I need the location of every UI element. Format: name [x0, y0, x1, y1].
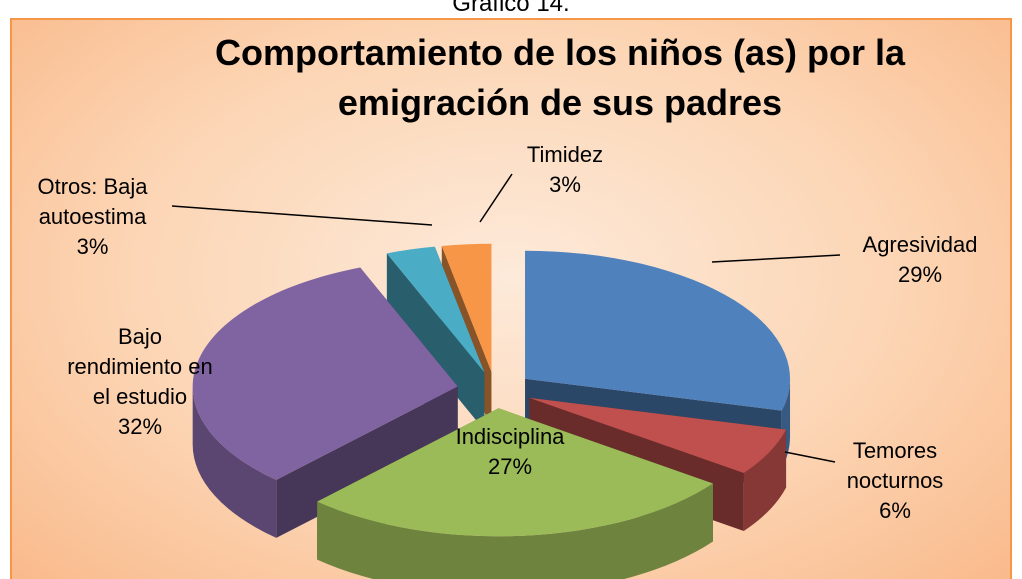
- value-label: 3%: [549, 172, 581, 197]
- value-label: 6%: [879, 498, 911, 523]
- slice: [529, 397, 787, 474]
- value-label: 27%: [487, 454, 533, 479]
- slice: [441, 243, 492, 372]
- data-label: Temores nocturnos 6%: [820, 436, 970, 526]
- leader-line: [711, 254, 841, 263]
- slice: [386, 246, 485, 373]
- data-label: Otros: Baja autoestima 3%: [10, 172, 175, 262]
- slice-wall: [743, 429, 787, 532]
- value-label: 3%: [76, 234, 109, 259]
- leader-line: [479, 173, 513, 223]
- slice: [192, 267, 458, 480]
- slice-side: [386, 253, 485, 431]
- chart-title: Comportamiento de los niños (as) por la …: [214, 32, 906, 123]
- leader-line: [171, 205, 433, 226]
- value-label: 29%: [897, 262, 943, 287]
- slice: [317, 408, 713, 537]
- category-label: Otros: Baja autoestima: [37, 174, 148, 229]
- category-label: Timidez: [526, 142, 604, 167]
- caption: Gráfico 14.: [452, 0, 570, 17]
- slice-wall: [192, 386, 277, 538]
- category-label: Indisciplina: [455, 424, 565, 449]
- category-label: Agresividad: [862, 232, 978, 257]
- data-label: Agresividad 29%: [835, 230, 1005, 290]
- category-label: Temores nocturnos: [846, 438, 944, 493]
- data-label: Bajo rendimiento en el estudio 32%: [60, 322, 220, 442]
- data-label: Timidez 3%: [500, 140, 630, 200]
- slice: [525, 250, 791, 411]
- leader-line: [784, 451, 836, 463]
- data-label: Indisciplina 27%: [420, 422, 600, 482]
- value-label: 32%: [117, 414, 163, 439]
- category-label: Bajo rendimiento en el estudio: [67, 324, 213, 409]
- slice-wall: [317, 483, 713, 579]
